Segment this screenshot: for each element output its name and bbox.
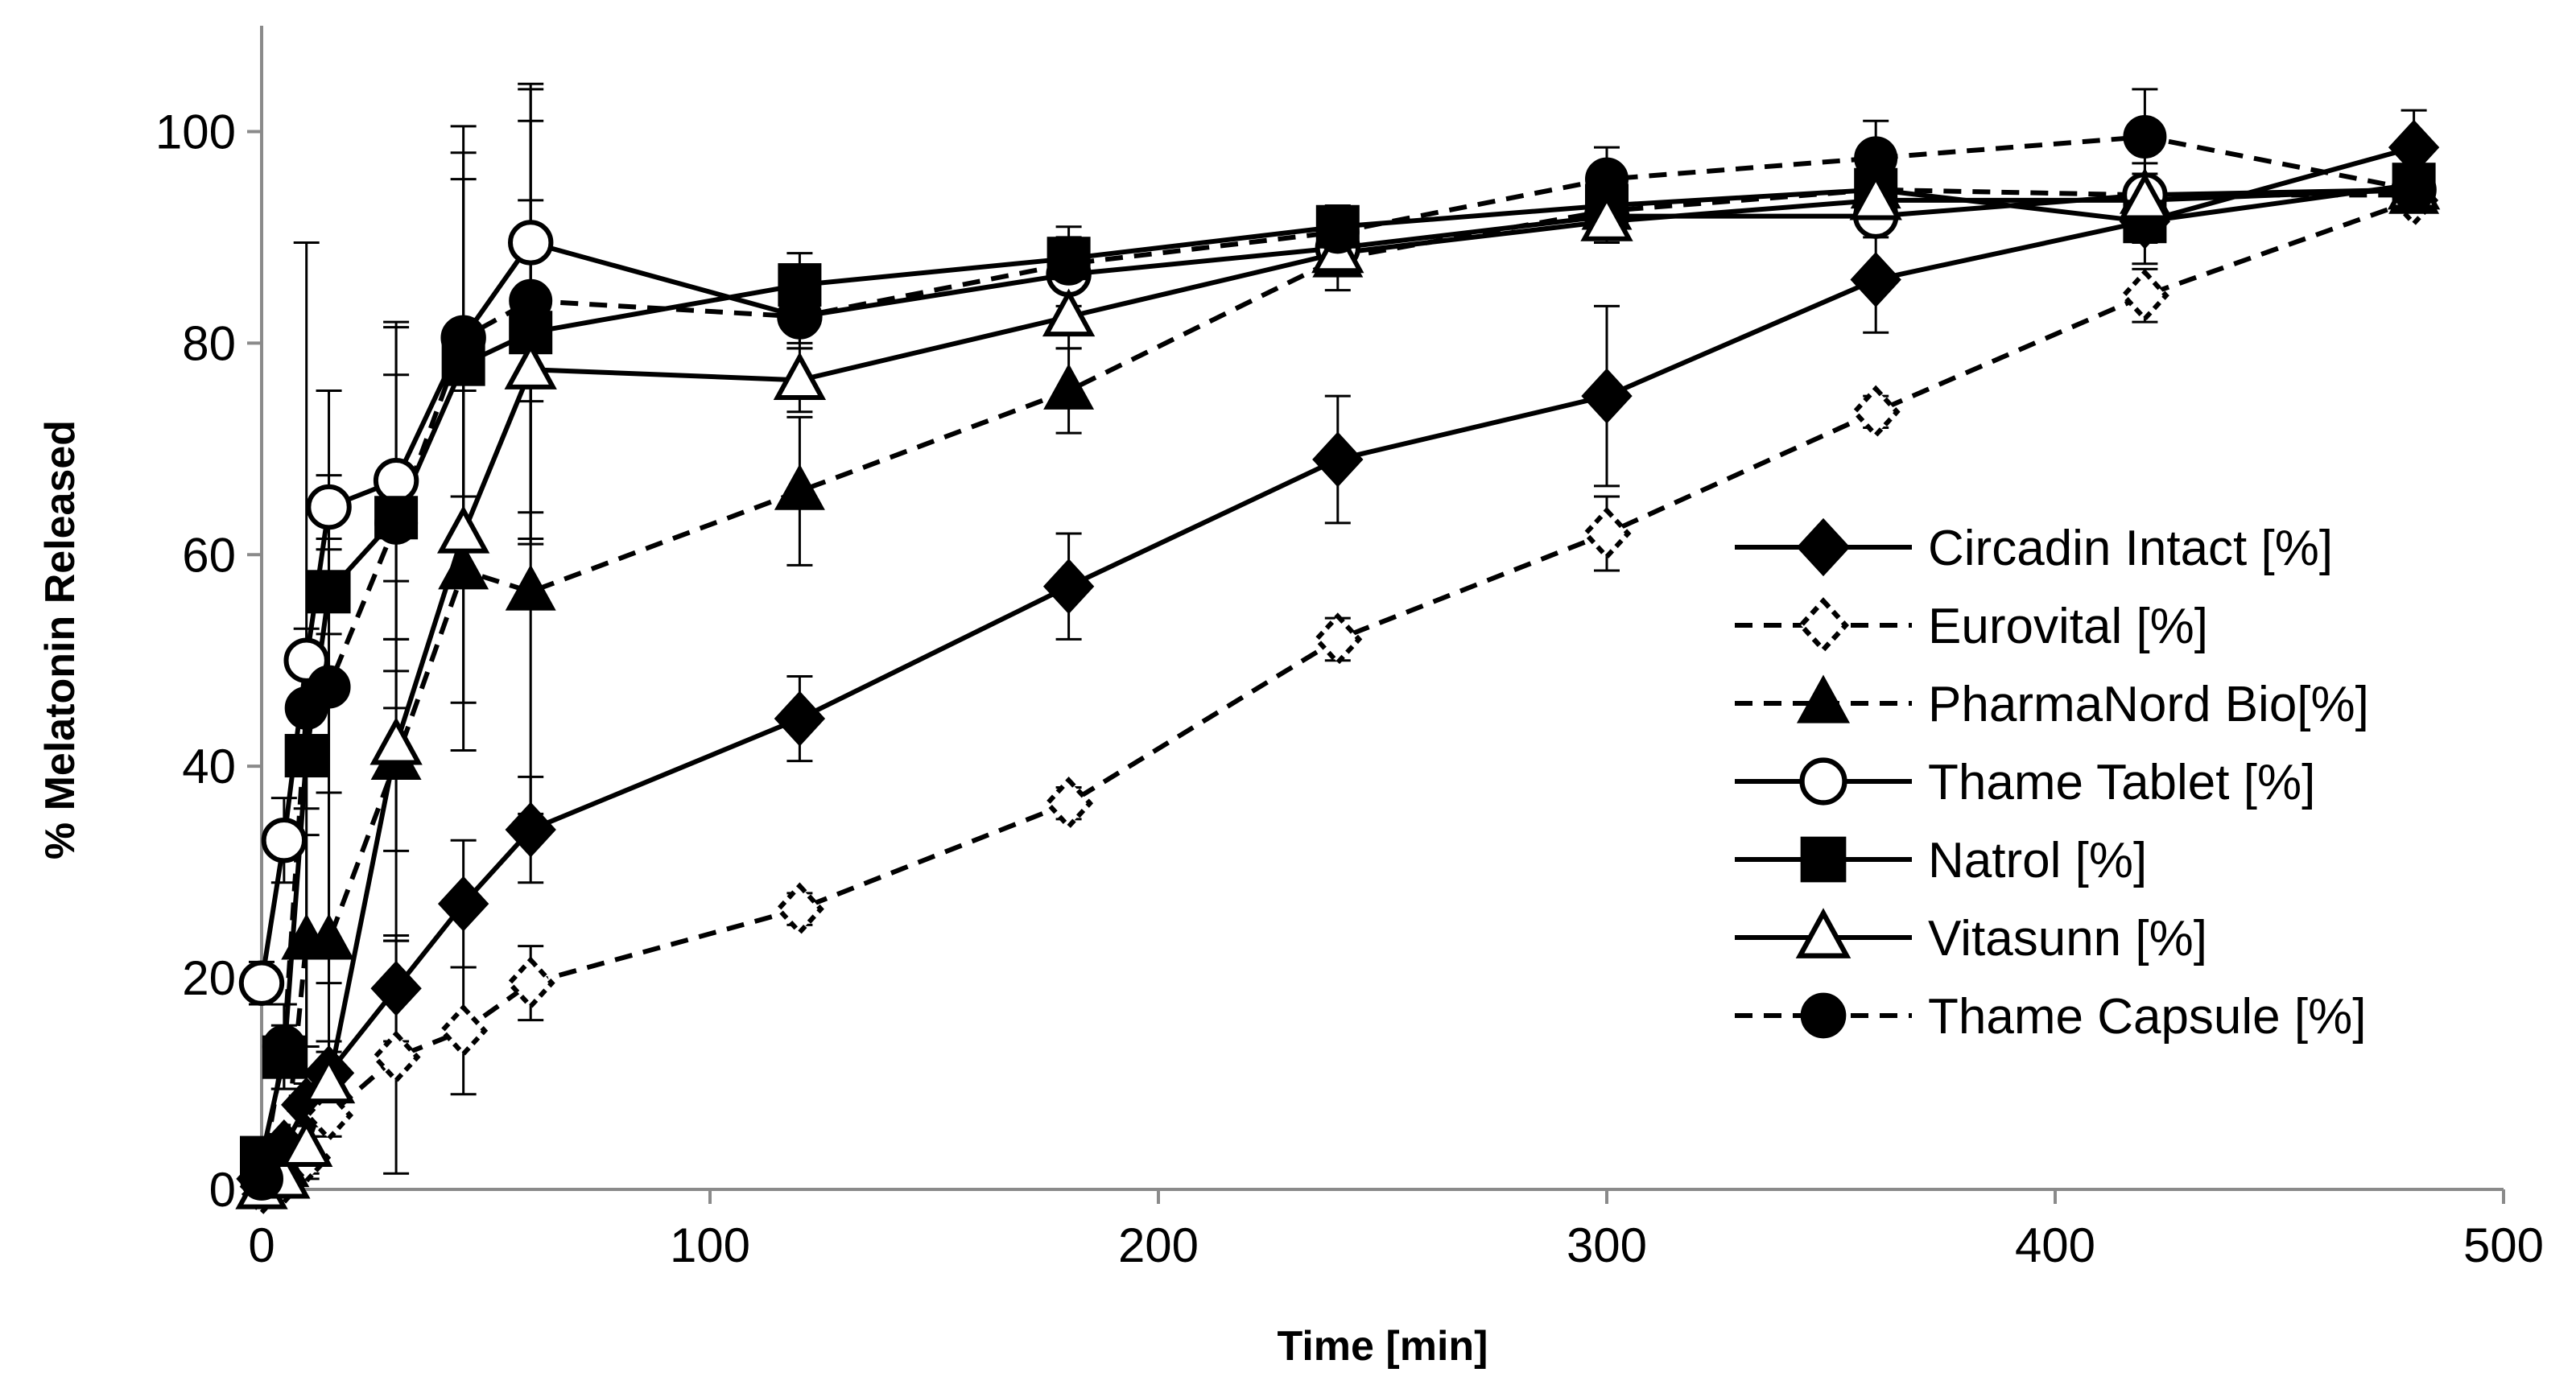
data-point — [2120, 268, 2169, 323]
legend-label: Circadin Intact [%] — [1928, 521, 2333, 576]
data-point — [307, 570, 351, 614]
data-point — [238, 960, 285, 1006]
data-point — [1854, 136, 1898, 180]
data-point — [302, 1055, 356, 1104]
data-point — [373, 458, 419, 504]
data-point — [306, 484, 352, 530]
data-point — [1851, 385, 1901, 439]
legend-marker — [1796, 674, 1851, 723]
legend-label: Natrol [%] — [1928, 833, 2147, 888]
series-markers — [235, 115, 2441, 1217]
data-point — [1315, 210, 1360, 254]
data-point — [1313, 612, 1363, 666]
legend-marker — [1800, 992, 1847, 1039]
data-point — [1582, 506, 1632, 561]
y-tick-label: 40 — [182, 740, 236, 793]
data-point — [439, 1004, 489, 1058]
legend-marker — [1799, 757, 1847, 806]
data-point — [778, 295, 822, 339]
data-point — [774, 464, 825, 510]
x-tick-label: 300 — [1567, 1218, 1647, 1272]
data-point — [505, 564, 556, 611]
data-point — [509, 278, 553, 323]
y-tick-label: 0 — [209, 1163, 236, 1217]
data-point — [284, 734, 328, 778]
legend: Circadin Intact [%] Eurovital [%] PharmaNo… — [1735, 517, 2369, 1045]
data-point — [1042, 288, 1096, 337]
legend-label: PharmaNord Bio[%] — [1928, 677, 2369, 732]
x-tick-label: 0 — [248, 1218, 275, 1272]
data-point — [369, 716, 423, 765]
y-tick-label: 80 — [182, 316, 236, 370]
data-point — [774, 882, 824, 936]
x-axis-title: Time [min] — [1278, 1323, 1488, 1370]
data-point — [1581, 368, 1633, 424]
y-tick-label: 20 — [182, 951, 236, 1005]
data-point — [2123, 115, 2167, 159]
legend-label: Eurovital [%] — [1928, 599, 2208, 654]
data-point — [374, 501, 419, 545]
data-point — [240, 1156, 283, 1201]
x-tick-label: 200 — [1118, 1218, 1199, 1272]
legend-label: Vitasunn [%] — [1928, 911, 2207, 966]
data-point — [505, 802, 556, 858]
data-point — [506, 956, 555, 1010]
y-tick-label: 60 — [182, 528, 236, 582]
data-point — [1312, 431, 1364, 488]
legend-marker — [1796, 517, 1851, 577]
data-point — [280, 1119, 333, 1168]
legend-marker — [1800, 836, 1847, 883]
data-point — [1580, 193, 1633, 241]
data-point — [437, 876, 489, 932]
data-point — [773, 352, 827, 400]
y-tick-label: 100 — [155, 105, 236, 159]
data-point — [1042, 558, 1095, 615]
data-point — [441, 315, 485, 360]
data-point — [2118, 171, 2172, 220]
data-point — [307, 665, 351, 709]
data-point — [1044, 776, 1094, 830]
legend-marker — [1798, 597, 1849, 653]
x-tick-label: 500 — [2463, 1218, 2544, 1272]
data-point — [1850, 252, 1901, 307]
legend-marker — [1795, 908, 1852, 958]
data-point — [1043, 363, 1095, 410]
data-point — [1585, 157, 1629, 201]
series-line — [259, 187, 2414, 984]
data-point — [774, 690, 826, 747]
data-point — [261, 817, 308, 863]
legend-label: Thame Capsule [%] — [1928, 989, 2366, 1045]
data-point — [508, 220, 554, 266]
data-point — [1849, 171, 1902, 220]
data-point — [262, 1024, 306, 1069]
x-tick-label: 100 — [670, 1218, 750, 1272]
data-point — [1046, 241, 1091, 286]
data-point — [436, 505, 490, 554]
legend-label: Thame Tablet [%] — [1928, 755, 2315, 810]
data-point — [370, 960, 422, 1016]
data-point — [303, 913, 355, 960]
data-point — [371, 1030, 421, 1084]
data-point — [504, 341, 557, 389]
y-axis-title: % Melatonin Released — [37, 420, 84, 859]
data-point — [438, 543, 489, 590]
x-tick-label: 400 — [2015, 1218, 2095, 1272]
tick-labels: 0 100 200 300 400 500 0 20 40 60 80 100 — [155, 105, 2544, 1272]
data-point — [2392, 167, 2436, 212]
data-point — [304, 1088, 354, 1143]
